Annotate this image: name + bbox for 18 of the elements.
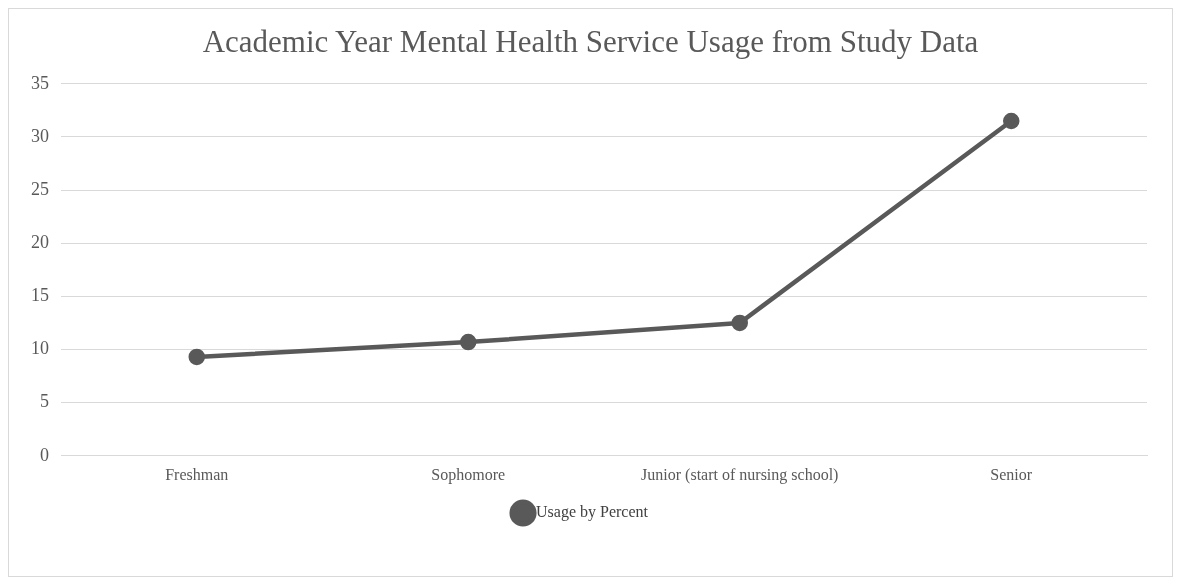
legend-label: Usage by Percent — [536, 503, 649, 522]
y-tick-label: 20 — [31, 231, 49, 252]
x-tick-label: Senior — [990, 465, 1033, 483]
y-tick-label: 5 — [40, 391, 49, 412]
y-tick-label: 10 — [31, 338, 49, 359]
x-tick-label: Junior (start of nursing school) — [641, 465, 839, 484]
chart-title: Academic Year Mental Health Service Usage from Study Data — [201, 23, 980, 61]
y-tick-label: 35 — [31, 72, 49, 93]
x-tick-label: Sophomore — [431, 465, 506, 484]
point — [1003, 112, 1020, 130]
y-tick-label: 0 — [40, 444, 49, 465]
y-tick-label: 15 — [31, 285, 49, 306]
point — [731, 314, 748, 332]
point — [460, 333, 477, 351]
point — [188, 348, 205, 366]
y-tick-label: 25 — [31, 178, 49, 199]
y-tick-label: 30 — [31, 125, 49, 146]
x-tick-label: Freshman — [165, 465, 229, 483]
